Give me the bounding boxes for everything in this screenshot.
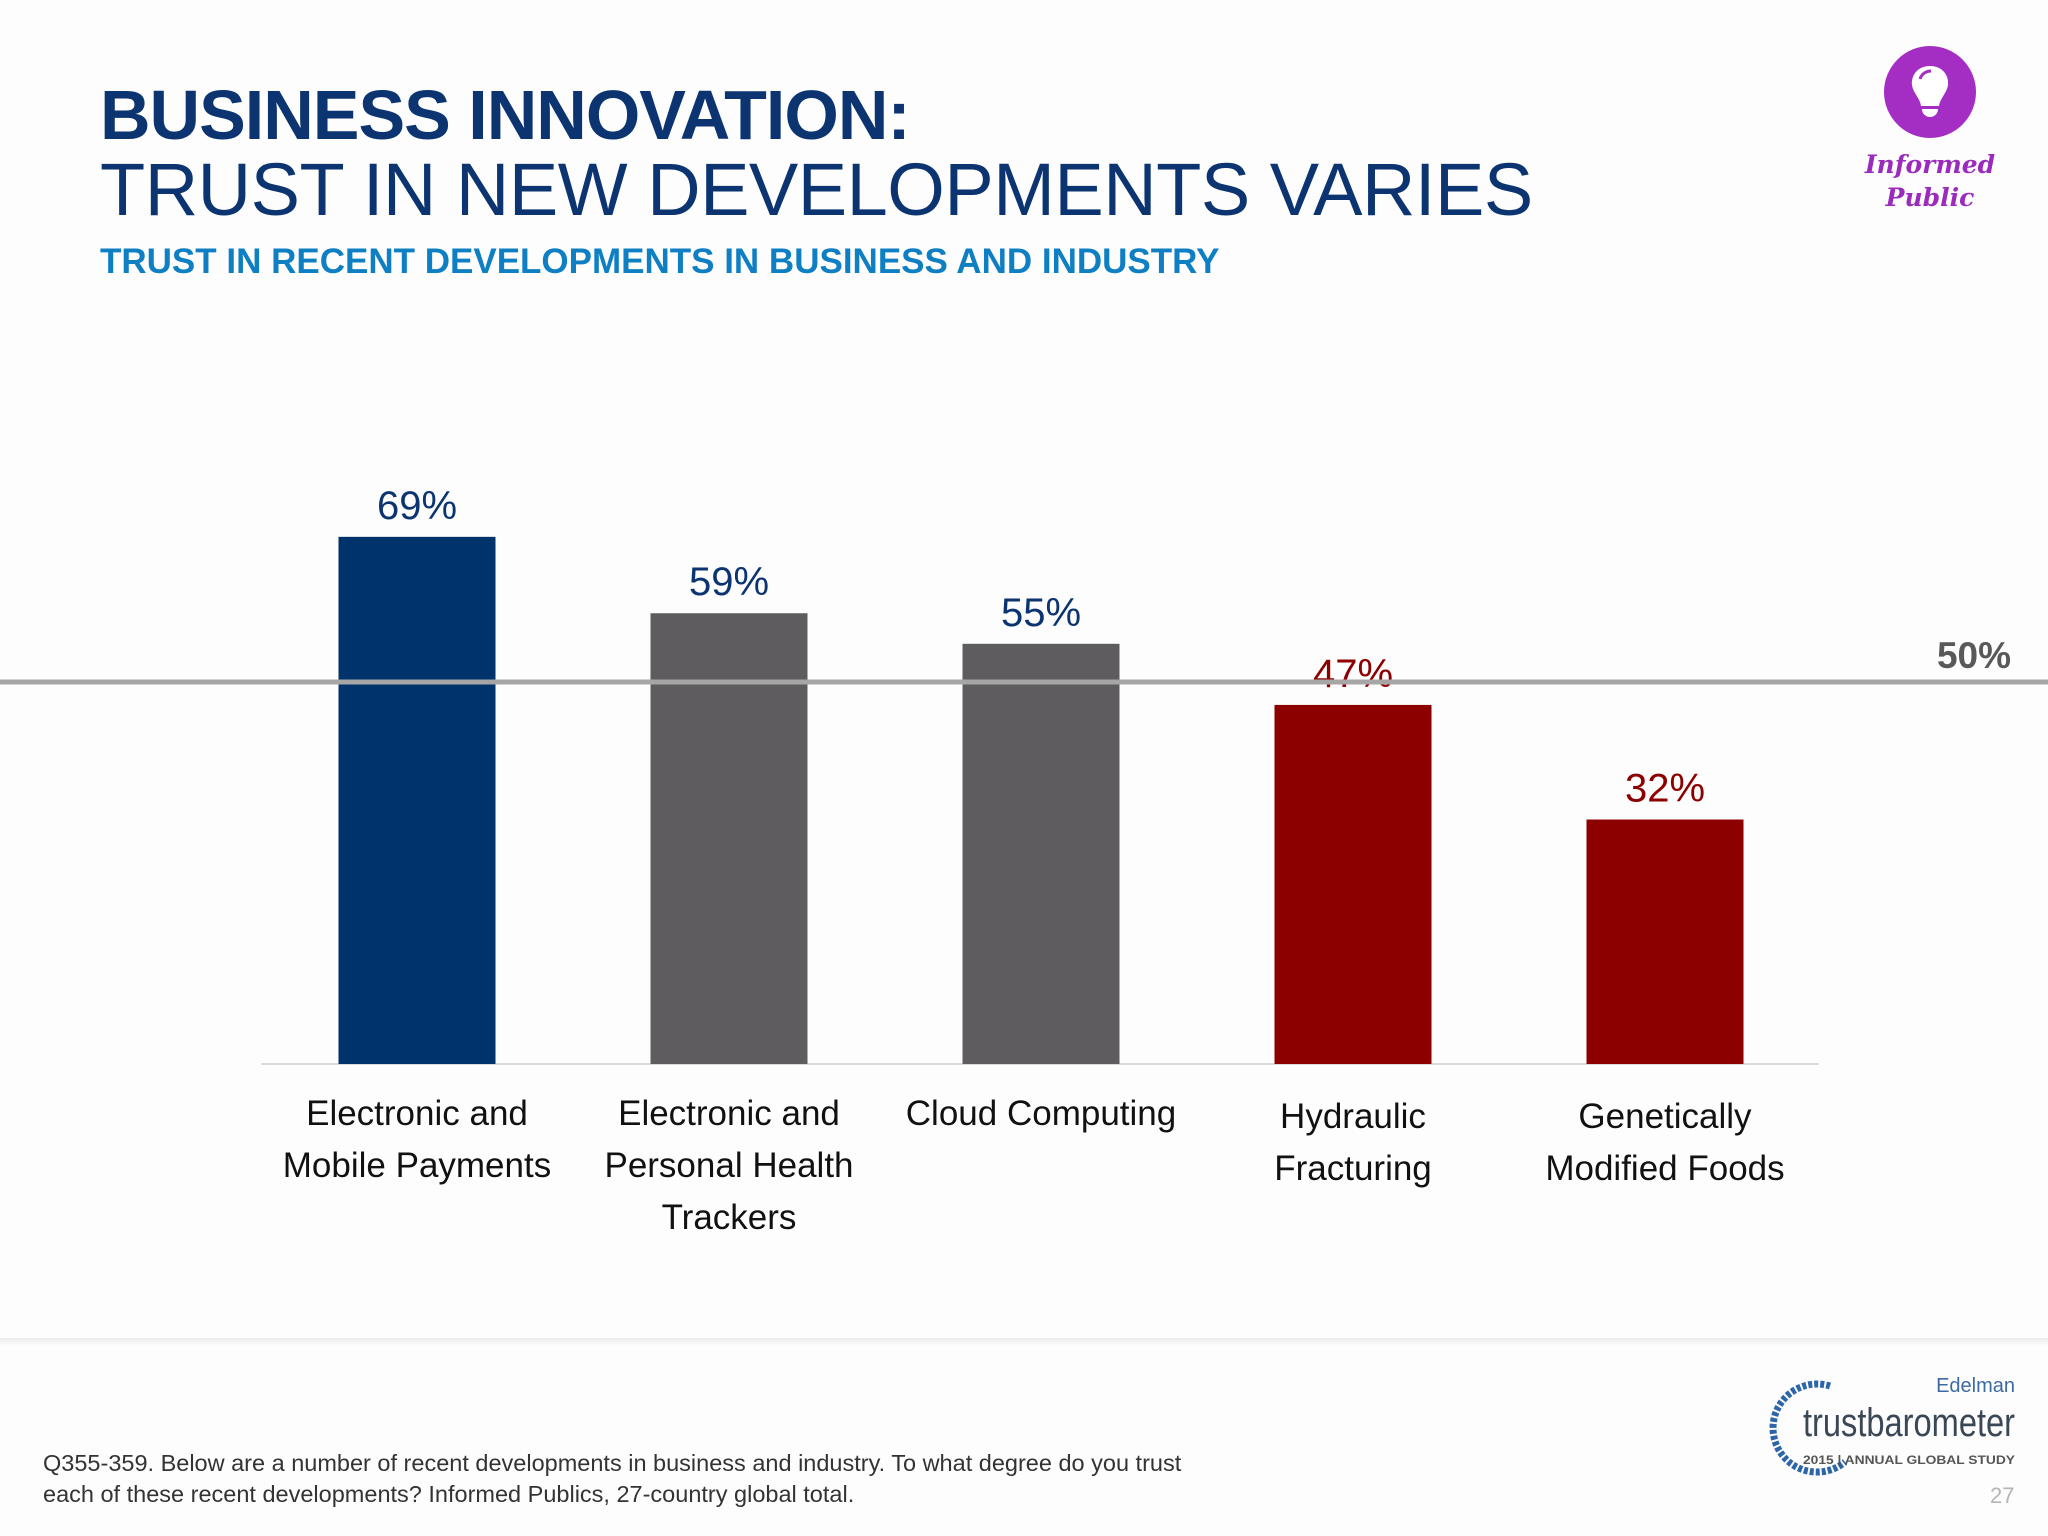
category-label: Hydraulic Fracturing xyxy=(1274,1097,1432,1188)
page-number: 27 xyxy=(1990,1483,2015,1508)
data-label: 55% xyxy=(1001,591,1081,635)
data-label: 69% xyxy=(377,484,457,528)
category-label: Genetically Modified Foods xyxy=(1545,1097,1785,1188)
category-label: Electronic and Mobile Payments xyxy=(282,1094,552,1185)
bar xyxy=(1586,819,1744,1064)
bar-chart: 69% 59% 55% 47% 32% 50% xyxy=(0,484,2048,1065)
data-label: 59% xyxy=(689,560,769,604)
category-label: Electronic and Personal Health Trackers xyxy=(604,1094,854,1237)
data-label: 32% xyxy=(1625,767,1705,811)
title-line-2: TRUST IN NEW DEVELOPMENTS VARIES xyxy=(100,148,1533,231)
badge-label-line2: Public xyxy=(1885,183,1975,212)
bar xyxy=(650,613,808,1064)
badge-label-line1: Informed xyxy=(1864,150,1996,179)
title-line-1: BUSINESS INNOVATION: xyxy=(100,76,911,154)
logo-edelman: Edelman xyxy=(1936,1375,2015,1397)
logo-trustbarometer: trustbarometer xyxy=(1803,1401,2015,1445)
footnote: Q355-359. Below are a number of recent d… xyxy=(43,1448,1343,1510)
edelman-trustbarometer-logo: Edelman trustbarometer 2015 | ANNUAL GLO… xyxy=(1760,1372,2020,1476)
logo-subtitle: 2015 | ANNUAL GLOBAL STUDY xyxy=(1803,1453,2015,1467)
bar xyxy=(338,536,496,1064)
reference-line-label: 50% xyxy=(1937,635,2011,676)
bar xyxy=(1274,704,1432,1064)
category-label: Cloud Computing xyxy=(905,1094,1177,1133)
footer-divider xyxy=(0,1338,2048,1346)
footnote-line-1: Q355-359. Below are a number of recent d… xyxy=(43,1450,1182,1476)
footnote-line-2: each of these recent developments? Infor… xyxy=(43,1481,855,1507)
informed-public-badge: Informed Public xyxy=(1840,40,2020,214)
bar xyxy=(962,643,1120,1064)
lightbulb-icon xyxy=(1884,46,1976,138)
subtitle: TRUST IN RECENT DEVELOPMENTS IN BUSINESS… xyxy=(100,242,1220,281)
data-label: 47% xyxy=(1313,652,1393,696)
